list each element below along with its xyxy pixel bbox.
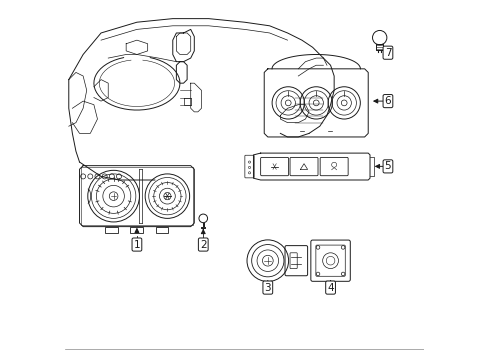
Text: 7: 7	[384, 48, 390, 58]
Text: 3: 3	[264, 283, 270, 293]
Text: 1: 1	[133, 239, 140, 249]
Text: 2: 2	[200, 239, 206, 249]
Text: 5: 5	[384, 161, 390, 171]
Text: 6: 6	[384, 96, 390, 106]
Text: 4: 4	[326, 283, 333, 293]
